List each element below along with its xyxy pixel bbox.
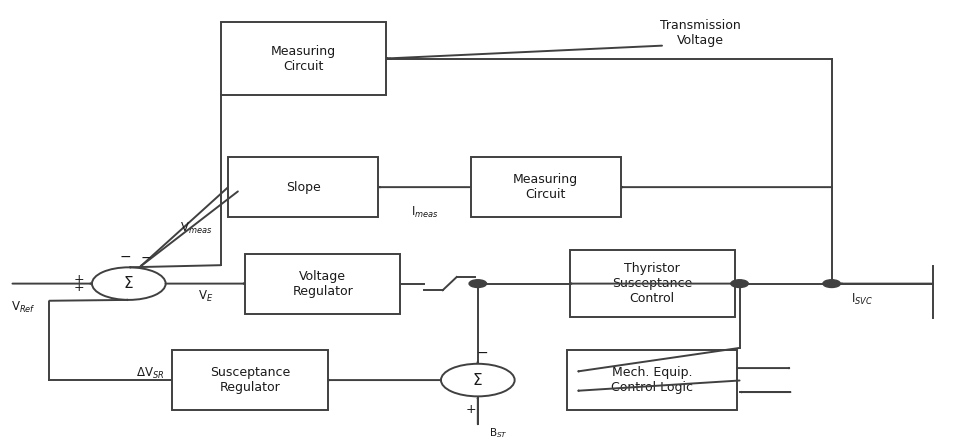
Text: −: −: [119, 250, 131, 264]
Circle shape: [92, 267, 166, 300]
Circle shape: [441, 364, 515, 396]
Text: Measuring
Circuit: Measuring Circuit: [513, 173, 578, 201]
Text: Σ: Σ: [473, 373, 483, 388]
Text: Thyristor
Susceptance
Control: Thyristor Susceptance Control: [612, 262, 692, 305]
Text: V$_{Ref}$: V$_{Ref}$: [11, 300, 35, 315]
FancyBboxPatch shape: [245, 254, 401, 313]
Text: −: −: [140, 251, 152, 265]
Text: Susceptance
Regulator: Susceptance Regulator: [210, 366, 291, 394]
Text: +: +: [73, 281, 84, 294]
FancyBboxPatch shape: [567, 350, 737, 410]
FancyBboxPatch shape: [173, 350, 328, 410]
Text: Slope: Slope: [286, 181, 321, 194]
FancyBboxPatch shape: [570, 250, 735, 317]
Text: Σ: Σ: [124, 276, 134, 291]
Text: +: +: [73, 273, 84, 286]
Circle shape: [731, 280, 748, 287]
Text: I$_{meas}$: I$_{meas}$: [410, 205, 439, 220]
Text: V$_{meas}$: V$_{meas}$: [180, 221, 213, 236]
Circle shape: [823, 280, 840, 287]
Text: Mech. Equip.
Control Logic: Mech. Equip. Control Logic: [611, 366, 693, 394]
Text: I$_{SVC}$: I$_{SVC}$: [851, 292, 874, 307]
Text: Transmission
Voltage: Transmission Voltage: [660, 19, 741, 47]
FancyBboxPatch shape: [228, 157, 378, 217]
Text: ΔV$_{SR}$: ΔV$_{SR}$: [136, 366, 165, 381]
FancyBboxPatch shape: [221, 22, 386, 95]
Text: V$_E$: V$_E$: [198, 289, 214, 304]
Text: −: −: [477, 345, 488, 360]
Text: Voltage
Regulator: Voltage Regulator: [292, 270, 353, 297]
Text: Measuring
Circuit: Measuring Circuit: [271, 44, 335, 72]
Circle shape: [469, 280, 487, 287]
Text: B$_{ST}$: B$_{ST}$: [489, 426, 508, 440]
Text: +: +: [465, 403, 476, 416]
FancyBboxPatch shape: [471, 157, 621, 217]
